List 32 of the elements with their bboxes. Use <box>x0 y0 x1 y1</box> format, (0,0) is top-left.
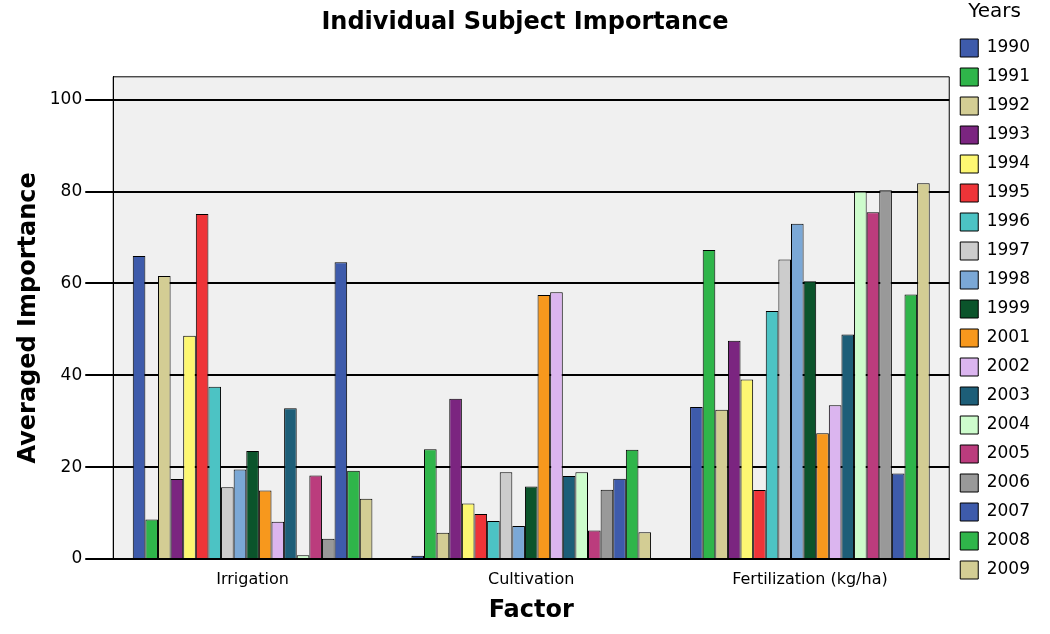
y-tick-label: 0 <box>71 547 83 568</box>
legend-label: 1991 <box>986 65 1030 86</box>
legend-label: 2002 <box>986 355 1030 376</box>
y-axis-title: Averaged Importance <box>12 172 41 464</box>
legend-label: 1990 <box>986 36 1030 57</box>
x-tick-label: Irrigation <box>216 568 289 588</box>
x-tick-label: Fertilization (kg/ha) <box>732 568 888 588</box>
legend-label: 1996 <box>986 210 1030 231</box>
y-tick-label: 40 <box>60 363 83 384</box>
y-tick-label: 100 <box>49 88 83 109</box>
legend-label: 1997 <box>986 239 1030 260</box>
chart-title: Individual Subject Importance <box>321 6 729 35</box>
x-tick-label: Cultivation <box>488 568 575 588</box>
legend-label: 2007 <box>986 500 1030 521</box>
legend-title: Years <box>967 0 1021 23</box>
x-axis-title: Factor <box>488 594 574 623</box>
y-tick-label: 20 <box>60 455 83 476</box>
legend-label: 2004 <box>986 413 1030 434</box>
legend-label: 2005 <box>986 442 1030 463</box>
legend-label: 1992 <box>986 94 1030 115</box>
legend-label: 2008 <box>986 529 1030 550</box>
legend-label: 2009 <box>986 558 1030 579</box>
legend-label: 1999 <box>986 297 1030 318</box>
legend-label: 2001 <box>986 326 1030 347</box>
legend-label: 1995 <box>986 181 1030 202</box>
legend-label: 1994 <box>986 152 1030 173</box>
y-tick-label: 80 <box>60 180 83 201</box>
y-tick-label: 60 <box>60 271 83 292</box>
legend-label: 1998 <box>986 268 1030 289</box>
legend-label: 2003 <box>986 384 1030 405</box>
legend-label: 1993 <box>986 123 1030 144</box>
legend-label: 2006 <box>986 471 1030 492</box>
